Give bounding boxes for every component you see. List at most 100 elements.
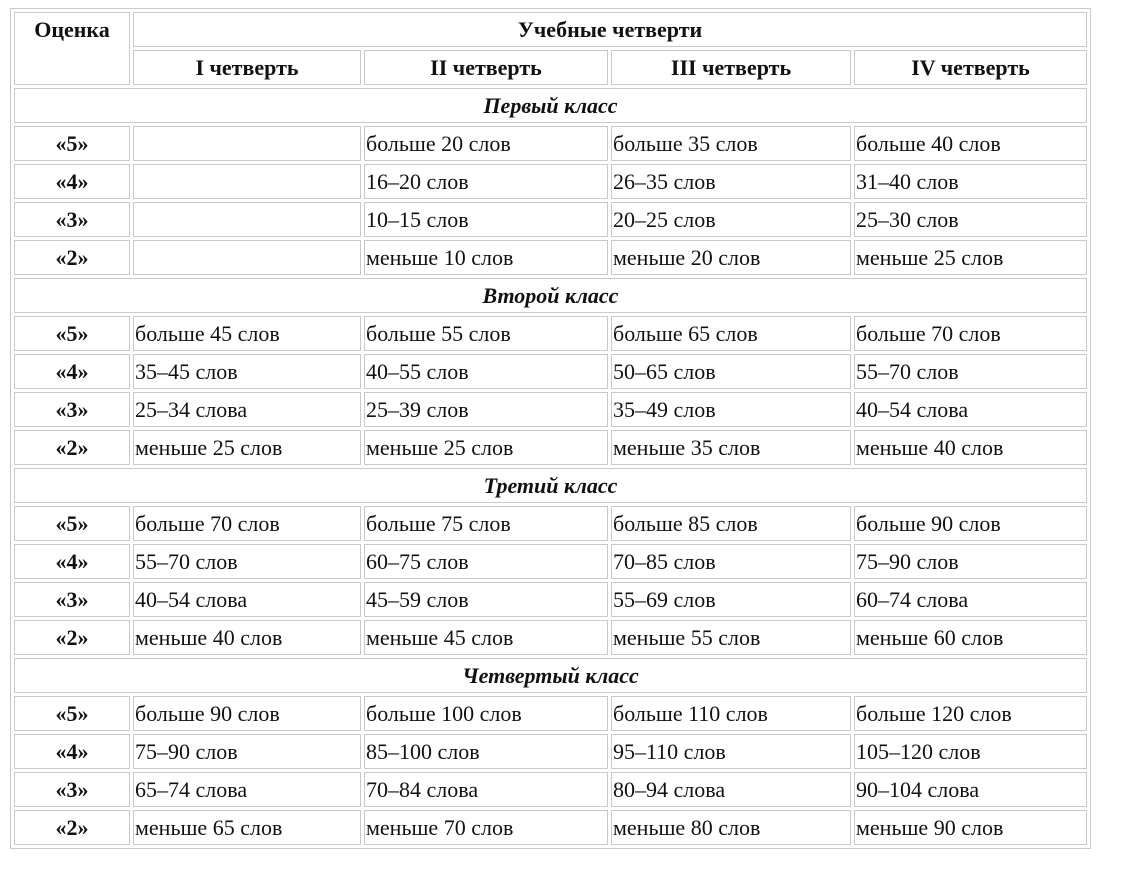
words-norm-cell-q4: больше 40 слов xyxy=(854,126,1087,161)
grade-cell: «5» xyxy=(14,316,130,351)
class-section-title: Первый класс xyxy=(14,88,1087,123)
table-row: «3» 25–34 слова 25–39 слов 35–49 слов 40–54 … xyxy=(14,392,1087,427)
quarter-header-2: II четверть xyxy=(364,50,608,85)
words-norm-cell-q2: 25–39 слов xyxy=(364,392,608,427)
words-norm-cell-q4: больше 120 слов xyxy=(854,696,1087,731)
words-norm-cell-q3: меньше 20 слов xyxy=(611,240,851,275)
words-norm-cell-q4: 75–90 слов xyxy=(854,544,1087,579)
words-norm-cell-q3: 35–49 слов xyxy=(611,392,851,427)
header-row-top: Оценка Учебные четверти xyxy=(14,12,1087,85)
words-norm-cell-q2: 40–55 слов xyxy=(364,354,608,389)
table-row: «5» больше 45 слов больше 55 слов больше 65… xyxy=(14,316,1087,351)
words-norm-cell-q4: 90–104 слова xyxy=(854,772,1087,807)
grade-cell: «4» xyxy=(14,544,130,579)
reading-norms-table: Оценка Учебные четверти I четверть II че… xyxy=(10,8,1091,849)
words-norm-cell-q3: 20–25 слов xyxy=(611,202,851,237)
words-norm-cell-q4: меньше 25 слов xyxy=(854,240,1087,275)
grade-cell: «3» xyxy=(14,392,130,427)
grade-cell: «4» xyxy=(14,164,130,199)
quarter-header-4: IV четверть xyxy=(854,50,1087,85)
words-norm-cell-q3: 26–35 слов xyxy=(611,164,851,199)
table-row: «3» 40–54 слова 45–59 слов 55–69 слов 60–74 … xyxy=(14,582,1087,617)
words-norm-cell-q4: 55–70 слов xyxy=(854,354,1087,389)
words-norm-cell-q1 xyxy=(133,240,361,275)
words-norm-cell-q2: 85–100 слов xyxy=(364,734,608,769)
table-row: «3» 65–74 слова 70–84 слова 80–94 слова 90–1… xyxy=(14,772,1087,807)
grade-cell: «3» xyxy=(14,772,130,807)
words-norm-cell-q3: 95–110 слов xyxy=(611,734,851,769)
words-norm-cell-q2: меньше 70 слов xyxy=(364,810,608,845)
words-norm-cell-q4: 60–74 слова xyxy=(854,582,1087,617)
grade-cell: «5» xyxy=(14,506,130,541)
table-row: «5» больше 70 слов больше 75 слов больше 85… xyxy=(14,506,1087,541)
reading-norms-table-wrapper: Оценка Учебные четверти I четверть II че… xyxy=(10,8,1091,849)
grade-cell: «2» xyxy=(14,240,130,275)
quarters-group-header: Учебные четверти xyxy=(133,12,1087,47)
table-row: «3» 10–15 слов 20–25 слов 25–30 слов xyxy=(14,202,1087,237)
words-norm-cell-q4: больше 90 слов xyxy=(854,506,1087,541)
words-norm-cell-q1: меньше 25 слов xyxy=(133,430,361,465)
words-norm-cell-q4: меньше 40 слов xyxy=(854,430,1087,465)
grade-cell: «4» xyxy=(14,734,130,769)
words-norm-cell-q1: больше 90 слов xyxy=(133,696,361,731)
table-row: «5» больше 20 слов больше 35 слов больше 40… xyxy=(14,126,1087,161)
words-norm-cell-q1: меньше 40 слов xyxy=(133,620,361,655)
words-norm-cell-q2: больше 100 слов xyxy=(364,696,608,731)
words-norm-cell-q3: больше 110 слов xyxy=(611,696,851,731)
words-norm-cell-q2: больше 75 слов xyxy=(364,506,608,541)
words-norm-cell-q3: 50–65 слов xyxy=(611,354,851,389)
words-norm-cell-q4: меньше 90 слов xyxy=(854,810,1087,845)
section-row: Первый класс xyxy=(14,88,1087,123)
words-norm-cell-q2: 10–15 слов xyxy=(364,202,608,237)
words-norm-cell-q1: 65–74 слова xyxy=(133,772,361,807)
grade-cell: «2» xyxy=(14,430,130,465)
words-norm-cell-q3: 55–69 слов xyxy=(611,582,851,617)
quarter-header-3: III четверть xyxy=(611,50,851,85)
words-norm-cell-q2: меньше 10 слов xyxy=(364,240,608,275)
words-norm-cell-q3: больше 65 слов xyxy=(611,316,851,351)
words-norm-cell-q1 xyxy=(133,164,361,199)
table-row: «4» 75–90 слов 85–100 слов 95–110 слов 105–1… xyxy=(14,734,1087,769)
words-norm-cell-q1: меньше 65 слов xyxy=(133,810,361,845)
words-norm-cell-q3: 70–85 слов xyxy=(611,544,851,579)
words-norm-cell-q2: меньше 45 слов xyxy=(364,620,608,655)
words-norm-cell-q4: больше 70 слов xyxy=(854,316,1087,351)
words-norm-cell-q1 xyxy=(133,202,361,237)
words-norm-cell-q3: меньше 55 слов xyxy=(611,620,851,655)
grade-cell: «3» xyxy=(14,202,130,237)
words-norm-cell-q4: 40–54 слова xyxy=(854,392,1087,427)
grade-cell: «2» xyxy=(14,810,130,845)
words-norm-cell-q3: больше 85 слов xyxy=(611,506,851,541)
grade-cell: «5» xyxy=(14,696,130,731)
words-norm-cell-q4: 25–30 слов xyxy=(854,202,1087,237)
words-norm-cell-q1: 75–90 слов xyxy=(133,734,361,769)
table-row: «4» 16–20 слов 26–35 слов 31–40 слов xyxy=(14,164,1087,199)
table-row: «2» меньше 10 слов меньше 20 слов меньше 25… xyxy=(14,240,1087,275)
class-section-title: Четвертый класс xyxy=(14,658,1087,693)
words-norm-cell-q2: больше 55 слов xyxy=(364,316,608,351)
words-norm-cell-q1 xyxy=(133,126,361,161)
words-norm-cell-q2: больше 20 слов xyxy=(364,126,608,161)
class-section-title: Второй класс xyxy=(14,278,1087,313)
table-row: «2» меньше 65 слов меньше 70 слов меньше 80… xyxy=(14,810,1087,845)
words-norm-cell-q1: 40–54 слова xyxy=(133,582,361,617)
words-norm-cell-q4: 31–40 слов xyxy=(854,164,1087,199)
words-norm-cell-q3: меньше 80 слов xyxy=(611,810,851,845)
section-row: Третий класс xyxy=(14,468,1087,503)
grade-cell: «3» xyxy=(14,582,130,617)
words-norm-cell-q3: меньше 35 слов xyxy=(611,430,851,465)
words-norm-cell-q4: 105–120 слов xyxy=(854,734,1087,769)
words-norm-cell-q1: 35–45 слов xyxy=(133,354,361,389)
table-header: Оценка Учебные четверти I четверть II че… xyxy=(14,12,1087,85)
words-norm-cell-q3: больше 35 слов xyxy=(611,126,851,161)
words-norm-cell-q2: меньше 25 слов xyxy=(364,430,608,465)
words-norm-cell-q1: 25–34 слова xyxy=(133,392,361,427)
table-row: «2» меньше 25 слов меньше 25 слов меньше 35… xyxy=(14,430,1087,465)
table-row: «5» больше 90 слов больше 100 слов больше 1… xyxy=(14,696,1087,731)
grade-column-header: Оценка xyxy=(14,12,130,85)
words-norm-cell-q4: меньше 60 слов xyxy=(854,620,1087,655)
words-norm-cell-q1: больше 70 слов xyxy=(133,506,361,541)
section-row: Четвертый класс xyxy=(14,658,1087,693)
section-row: Второй класс xyxy=(14,278,1087,313)
table-row: «4» 35–45 слов 40–55 слов 50–65 слов 55–70 с… xyxy=(14,354,1087,389)
